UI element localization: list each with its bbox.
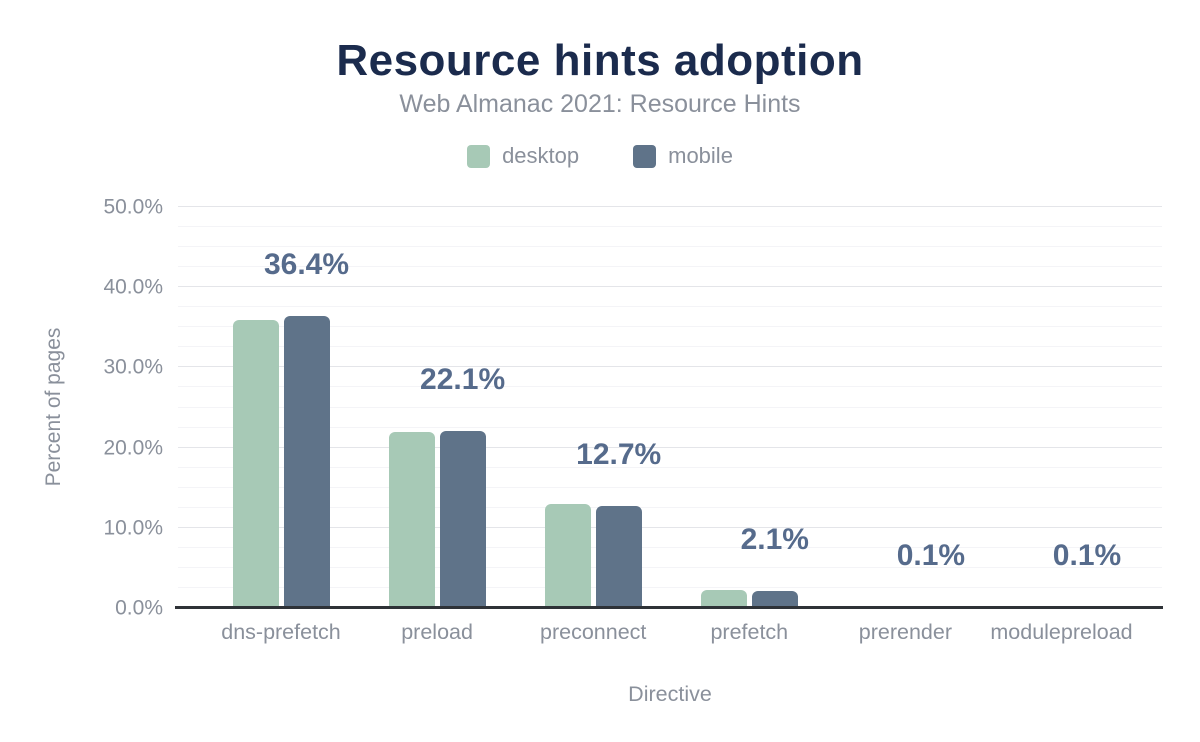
- data-label-modulepreload: 0.1%: [1052, 539, 1122, 573]
- minor-gridline: [178, 266, 1162, 268]
- bar-desktop-preconnect: [544, 503, 591, 608]
- chart-title: Resource hints adoption: [336, 36, 864, 85]
- data-label-preconnect: 12.7%: [576, 438, 662, 472]
- data-label-prefetch: 2.1%: [740, 523, 809, 557]
- data-label-dns-prefetch: 36.4%: [263, 248, 350, 282]
- legend: desktop mobile: [0, 143, 1200, 169]
- legend-item-mobile: mobile: [633, 143, 733, 169]
- major-gridline: [178, 526, 1162, 528]
- minor-gridline: [178, 546, 1162, 548]
- x-axis-title: Directive: [628, 682, 712, 706]
- bar-desktop-preload: [388, 432, 435, 608]
- x-tick-label-preconnect: preconnect: [539, 620, 647, 644]
- minor-gridline: [178, 466, 1162, 468]
- bar-desktop-prefetch: [700, 589, 747, 608]
- major-gridline: [178, 206, 1162, 207]
- bar-mobile-preconnect: [595, 506, 642, 608]
- bar-mobile-preload: [439, 430, 486, 608]
- minor-gridline: [178, 326, 1162, 328]
- minor-gridline: [178, 566, 1162, 568]
- legend-item-desktop: desktop: [467, 143, 579, 169]
- minor-gridline: [178, 406, 1162, 408]
- minor-gridline: [178, 486, 1162, 488]
- x-tick-label-prefetch: prefetch: [710, 620, 789, 644]
- minor-gridline: [178, 306, 1162, 308]
- y-tick-label: 10.0%: [103, 516, 163, 540]
- x-tick-label-prerender: prerender: [858, 620, 953, 644]
- chart-subtitle: Web Almanac 2021: Resource Hints: [399, 90, 801, 118]
- bar-mobile-prefetch: [751, 591, 798, 608]
- x-axis-labels: dns-prefetch preload preconnect prefetch pre…: [178, 620, 1162, 648]
- legend-label: desktop: [502, 143, 580, 168]
- minor-gridline: [178, 346, 1162, 348]
- major-gridline: [178, 366, 1162, 368]
- y-tick-label: 50.0%: [103, 195, 163, 219]
- x-tick-label-preload: preload: [401, 620, 473, 644]
- bar-mobile-dns-prefetch: [283, 316, 330, 608]
- data-label-prerender: 0.1%: [896, 539, 966, 573]
- minor-gridline: [178, 506, 1162, 508]
- y-tick-label: 30.0%: [103, 355, 163, 379]
- minor-gridline: [178, 426, 1162, 428]
- legend-swatch-desktop: [467, 144, 491, 168]
- x-tick-label-dns-prefetch: dns-prefetch: [221, 620, 341, 644]
- y-axis-ticks: 0.0% 10.0% 20.0% 30.0% 40.0% 50.0%: [0, 197, 163, 619]
- y-tick-label: 0.0%: [115, 596, 163, 620]
- bar-desktop-dns-prefetch: [232, 320, 279, 608]
- minor-gridline: [178, 226, 1162, 228]
- minor-gridline: [178, 246, 1162, 248]
- plot-area: 36.4% 22.1% 12.7% 2.1% 0.1% 0.1%: [178, 206, 1162, 608]
- minor-gridline: [178, 586, 1162, 588]
- y-tick-label: 40.0%: [103, 275, 163, 299]
- minor-gridline: [178, 386, 1162, 388]
- major-gridline: [178, 286, 1162, 288]
- data-label-preload: 22.1%: [420, 362, 506, 396]
- x-axis-line: [175, 606, 1163, 609]
- legend-label: mobile: [668, 143, 733, 168]
- legend-swatch-mobile: [633, 144, 657, 168]
- x-tick-label-modulepreload: modulepreload: [990, 620, 1133, 644]
- major-gridline: [178, 446, 1162, 448]
- y-tick-label: 20.0%: [103, 436, 163, 460]
